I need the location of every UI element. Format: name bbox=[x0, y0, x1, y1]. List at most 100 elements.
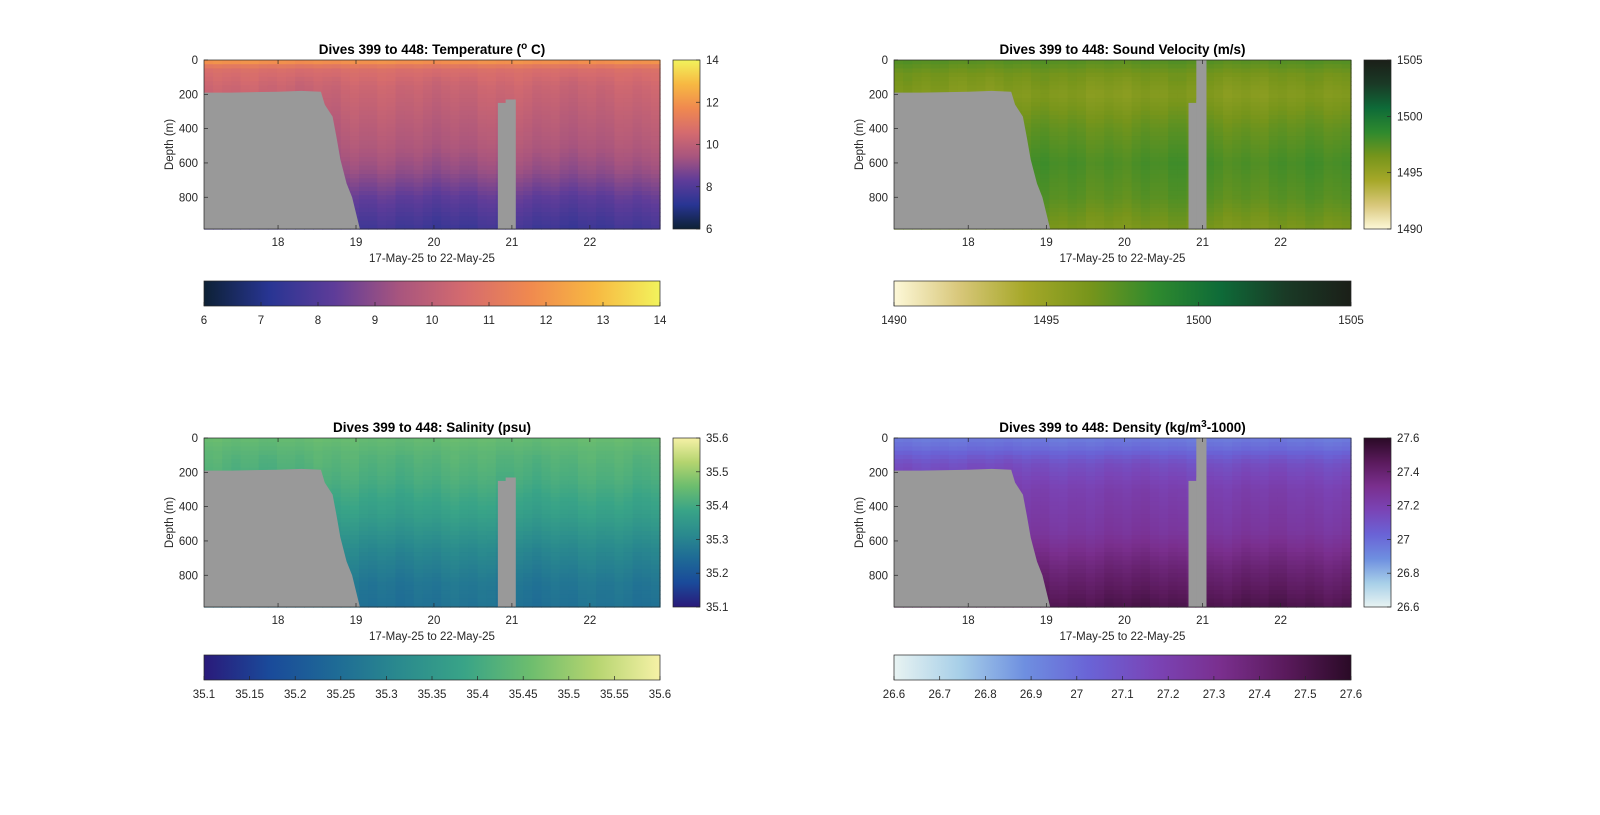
heatmap-cell bbox=[1213, 98, 1224, 103]
heatmap-cell bbox=[577, 123, 588, 129]
heatmap-cell bbox=[650, 161, 661, 167]
heatmap-cell bbox=[359, 577, 369, 583]
heatmap-cell bbox=[632, 165, 643, 171]
heatmap-cell bbox=[368, 442, 378, 448]
heatmap-cell bbox=[468, 169, 479, 175]
heatmap-cell bbox=[404, 165, 415, 171]
heatmap-cell bbox=[614, 140, 625, 146]
heatmap-cell bbox=[1314, 64, 1325, 70]
heatmap-cell bbox=[386, 140, 397, 146]
heatmap-cell bbox=[295, 438, 305, 443]
heatmap-cell bbox=[1259, 110, 1270, 116]
heatmap-cell bbox=[1159, 127, 1169, 133]
heatmap-cell bbox=[349, 60, 360, 65]
heatmap-cell bbox=[1149, 131, 1160, 137]
heatmap-cell bbox=[605, 68, 615, 74]
heatmap-cell bbox=[422, 127, 433, 133]
heatmap-cell bbox=[623, 186, 634, 192]
heatmap-cell bbox=[1095, 169, 1105, 175]
heatmap-cell bbox=[1332, 81, 1343, 86]
heatmap-cell bbox=[432, 114, 442, 120]
heatmap-cell bbox=[1168, 136, 1178, 141]
heatmap-cell bbox=[468, 114, 479, 120]
heatmap-cell bbox=[413, 207, 424, 213]
heatmap-cell bbox=[468, 207, 479, 213]
heatmap-cell bbox=[1159, 114, 1169, 120]
heatmap-cell bbox=[1168, 85, 1178, 91]
heatmap-cell bbox=[1040, 178, 1050, 184]
heatmap-cell bbox=[514, 216, 524, 222]
heatmap-cell bbox=[486, 207, 497, 213]
heatmap-cell bbox=[614, 98, 625, 103]
heatmap-cell bbox=[1323, 119, 1334, 124]
heatmap-cell bbox=[441, 102, 451, 108]
heatmap-cell bbox=[386, 526, 397, 532]
heatmap-cell bbox=[276, 459, 287, 464]
heatmap-cell bbox=[605, 85, 615, 91]
heatmap-cell bbox=[541, 148, 552, 154]
heatmap-cell bbox=[459, 98, 470, 103]
heatmap-cell bbox=[1277, 102, 1288, 108]
heatmap-cell bbox=[587, 64, 597, 70]
heatmap-cell bbox=[1277, 68, 1288, 74]
heatmap-cell bbox=[1159, 169, 1169, 175]
heatmap-cell bbox=[441, 174, 451, 179]
heatmap-cell bbox=[395, 224, 406, 230]
heatmap-cell bbox=[623, 157, 634, 162]
heatmap-cell bbox=[930, 60, 941, 65]
heatmap-cell bbox=[377, 60, 387, 65]
heatmap-cell bbox=[1204, 165, 1215, 171]
heatmap-cell bbox=[614, 131, 625, 137]
heatmap-cell bbox=[1314, 106, 1325, 112]
heatmap-cell bbox=[614, 64, 625, 70]
heatmap-cell bbox=[1296, 148, 1306, 154]
heatmap-cell bbox=[614, 203, 625, 209]
heatmap-cell bbox=[596, 165, 606, 171]
heatmap-cell bbox=[477, 85, 488, 91]
heatmap-cell bbox=[441, 76, 451, 82]
heatmap-cell bbox=[395, 573, 406, 579]
heatmap-cell bbox=[386, 85, 397, 91]
heatmap-cell bbox=[359, 585, 369, 591]
heatmap-cell bbox=[1232, 136, 1242, 141]
heatmap-cell bbox=[395, 560, 406, 566]
heatmap-cell bbox=[359, 144, 369, 150]
heatmap-cell bbox=[1040, 127, 1050, 133]
heatmap-cell bbox=[1067, 60, 1078, 65]
heatmap-cell bbox=[1296, 81, 1306, 86]
heatmap-cell bbox=[577, 169, 588, 175]
heatmap-cell bbox=[359, 509, 369, 515]
heatmap-cell bbox=[1049, 182, 1060, 188]
heatmap-cell bbox=[523, 81, 533, 86]
heatmap-cell bbox=[1095, 60, 1105, 65]
heatmap-cell bbox=[276, 81, 287, 86]
heatmap-cell bbox=[1159, 224, 1169, 230]
heatmap-cell bbox=[1296, 161, 1306, 167]
heatmap-cell bbox=[450, 169, 460, 175]
heatmap-cell bbox=[1287, 127, 1297, 133]
heatmap-cell bbox=[413, 165, 424, 171]
heatmap-cell bbox=[386, 467, 397, 473]
heatmap-cell bbox=[1268, 123, 1279, 129]
heatmap-cell bbox=[605, 76, 615, 82]
heatmap-cell bbox=[1113, 131, 1124, 137]
heatmap-cell bbox=[632, 76, 643, 82]
heatmap-cell bbox=[623, 220, 634, 226]
heatmap-cell bbox=[596, 102, 606, 108]
heatmap-cell bbox=[568, 140, 579, 146]
heatmap-cell bbox=[340, 127, 351, 133]
heatmap-cell bbox=[577, 131, 588, 137]
heatmap-cell bbox=[386, 110, 397, 116]
heatmap-cell bbox=[577, 72, 588, 78]
heatmap-cell bbox=[368, 216, 378, 222]
heatmap-cell bbox=[1341, 152, 1352, 158]
heatmap-cell bbox=[1341, 110, 1352, 116]
heatmap-cell bbox=[331, 509, 342, 515]
heatmap-cell bbox=[386, 450, 397, 456]
heatmap-cell bbox=[258, 442, 269, 448]
heatmap-cell bbox=[267, 76, 278, 82]
heatmap-cell bbox=[1287, 212, 1297, 217]
heatmap-cell bbox=[340, 68, 351, 74]
heatmap-cell bbox=[459, 76, 470, 82]
heatmap-cell bbox=[523, 76, 533, 82]
